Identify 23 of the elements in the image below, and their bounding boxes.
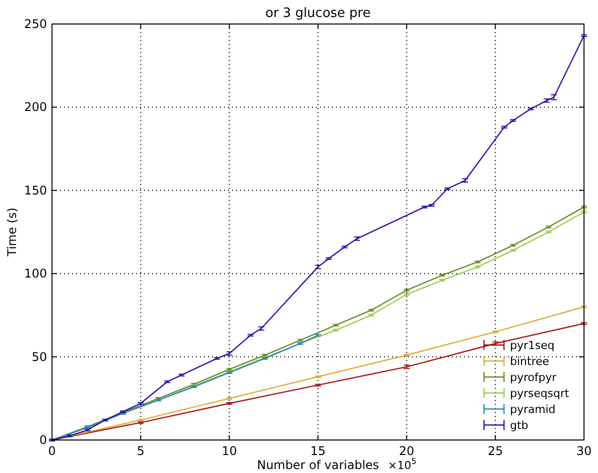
y-tick-label: 250 [24, 17, 47, 31]
x-tick-label: 25 [488, 444, 503, 458]
x-axis-title: Number of variables [256, 458, 380, 472]
x-tick-label: 20 [399, 444, 414, 458]
text: ×10$^{5}$ [388, 456, 416, 472]
y-tick-label: 150 [24, 183, 47, 198]
y-axis-title: Time (s) [5, 208, 19, 258]
y-tick-label: 0 [39, 433, 47, 447]
x-tick-label: 30 [576, 444, 592, 458]
legend-label: pyramid [510, 403, 556, 416]
chart-title: or 3 glucose pre [265, 6, 371, 21]
legend-label: pyrseqsqrt [510, 387, 570, 400]
x-tick-label: 10 [222, 444, 237, 458]
y-tick-label: 100 [24, 266, 47, 281]
legend-label: pyr1seq [510, 339, 554, 352]
y-tick-label: 200 [24, 100, 47, 114]
legend-label: bintree [510, 355, 550, 368]
x-tick-label: 0 [48, 444, 56, 458]
legend-label: pyrofpyr [510, 371, 557, 384]
x-tick-label: 5 [136, 444, 144, 458]
y-tick-label: 50 [32, 350, 47, 364]
legend-label: gtb [510, 419, 528, 432]
x-tick-label: 15 [310, 444, 326, 458]
